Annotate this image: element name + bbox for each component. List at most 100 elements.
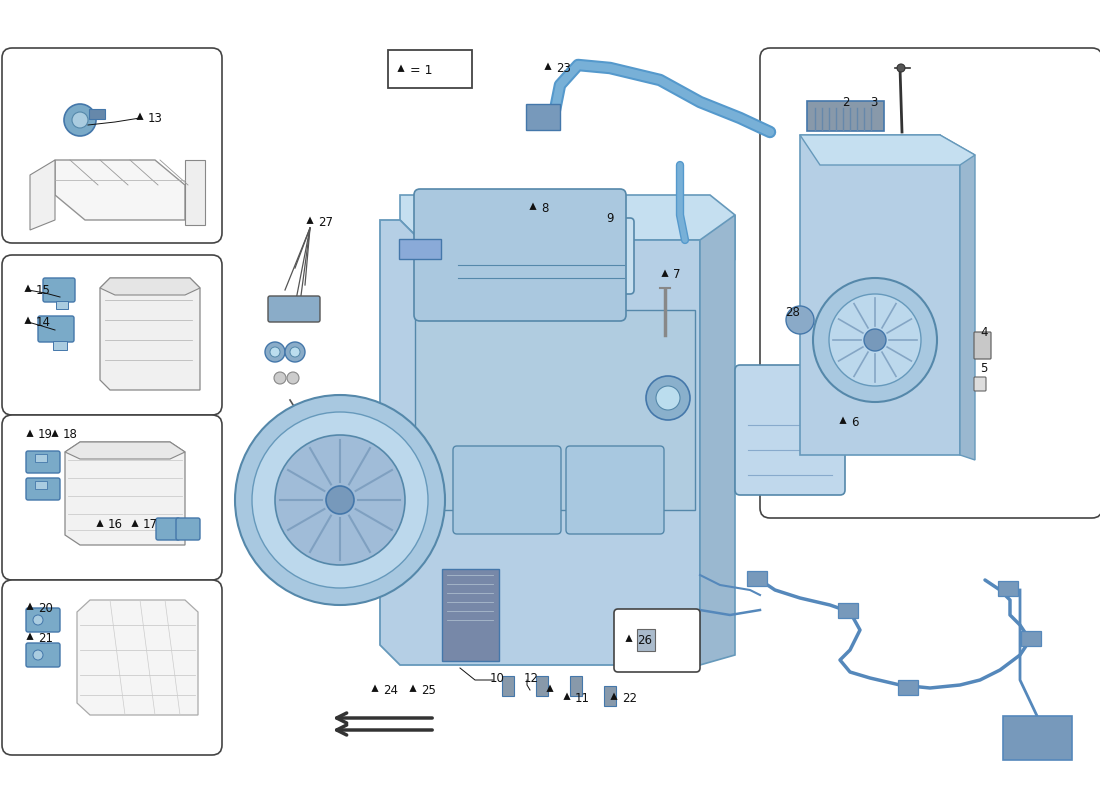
Polygon shape [626,634,632,642]
FancyBboxPatch shape [604,686,616,706]
Polygon shape [55,160,185,220]
FancyBboxPatch shape [453,446,561,534]
Text: 16: 16 [108,518,123,531]
Polygon shape [26,430,34,437]
Text: 20: 20 [39,602,53,614]
Circle shape [72,112,88,128]
FancyBboxPatch shape [448,218,634,294]
FancyBboxPatch shape [536,676,548,696]
FancyBboxPatch shape [2,415,222,580]
FancyBboxPatch shape [974,332,991,359]
FancyBboxPatch shape [26,608,60,632]
Circle shape [265,342,285,362]
Text: 18: 18 [63,429,78,442]
Text: 7: 7 [673,269,681,282]
Text: 12: 12 [524,671,539,685]
Polygon shape [26,633,34,640]
Text: EUROSPARES: EUROSPARES [384,403,796,457]
Polygon shape [131,519,139,527]
Polygon shape [839,417,847,424]
FancyBboxPatch shape [614,609,700,672]
FancyBboxPatch shape [570,676,582,696]
Text: 11: 11 [575,691,590,705]
Polygon shape [397,65,405,72]
Circle shape [270,347,280,357]
Circle shape [252,412,428,588]
Polygon shape [700,215,735,665]
Polygon shape [661,270,669,277]
FancyBboxPatch shape [53,341,67,350]
FancyBboxPatch shape [637,629,654,651]
FancyBboxPatch shape [2,48,222,243]
Circle shape [786,306,814,334]
Polygon shape [547,685,553,692]
Text: 24: 24 [383,683,398,697]
FancyBboxPatch shape [760,48,1100,518]
Text: 21: 21 [39,631,53,645]
Circle shape [829,294,921,386]
Polygon shape [563,693,571,700]
Polygon shape [529,202,537,210]
Text: 26: 26 [637,634,652,646]
Polygon shape [185,160,205,225]
Text: 17: 17 [143,518,158,531]
Text: 13: 13 [148,111,163,125]
FancyBboxPatch shape [35,454,47,462]
FancyBboxPatch shape [399,239,441,259]
Circle shape [33,650,43,660]
Text: a passion...: a passion... [448,475,623,505]
Circle shape [235,395,446,605]
Text: 3: 3 [870,97,878,110]
Polygon shape [30,160,55,230]
Text: 27: 27 [318,215,333,229]
Text: 25: 25 [421,683,436,697]
FancyBboxPatch shape [156,518,180,540]
Polygon shape [372,685,378,692]
Text: = 1: = 1 [410,63,432,77]
Text: 23: 23 [556,62,571,74]
Polygon shape [379,220,700,665]
Circle shape [646,376,690,420]
Circle shape [326,486,354,514]
Polygon shape [26,602,34,610]
Text: 22: 22 [621,691,637,705]
Circle shape [64,104,96,136]
Text: 5: 5 [980,362,988,374]
Polygon shape [24,285,32,292]
FancyBboxPatch shape [39,316,74,342]
FancyBboxPatch shape [35,481,47,489]
Circle shape [33,615,43,625]
FancyBboxPatch shape [807,101,884,131]
Circle shape [656,386,680,410]
FancyBboxPatch shape [1003,716,1072,760]
FancyBboxPatch shape [2,580,222,755]
Polygon shape [409,685,417,692]
Polygon shape [940,135,975,460]
FancyBboxPatch shape [735,365,845,495]
FancyBboxPatch shape [566,446,664,534]
Circle shape [813,278,937,402]
FancyBboxPatch shape [89,109,104,119]
FancyBboxPatch shape [176,518,200,540]
Polygon shape [800,135,960,455]
Text: 19: 19 [39,429,53,442]
FancyBboxPatch shape [56,301,68,309]
Circle shape [864,329,886,351]
Polygon shape [610,693,617,700]
Text: 4: 4 [980,326,988,339]
FancyBboxPatch shape [414,189,626,321]
FancyBboxPatch shape [526,104,560,130]
FancyBboxPatch shape [442,569,499,661]
Text: 28: 28 [785,306,800,318]
Polygon shape [415,310,695,510]
Circle shape [275,435,405,565]
Polygon shape [77,600,198,715]
Polygon shape [100,278,200,390]
Polygon shape [544,62,551,70]
Polygon shape [24,317,32,324]
Circle shape [287,372,299,384]
FancyBboxPatch shape [26,643,60,667]
Circle shape [274,372,286,384]
Polygon shape [52,430,58,437]
Polygon shape [65,442,185,459]
